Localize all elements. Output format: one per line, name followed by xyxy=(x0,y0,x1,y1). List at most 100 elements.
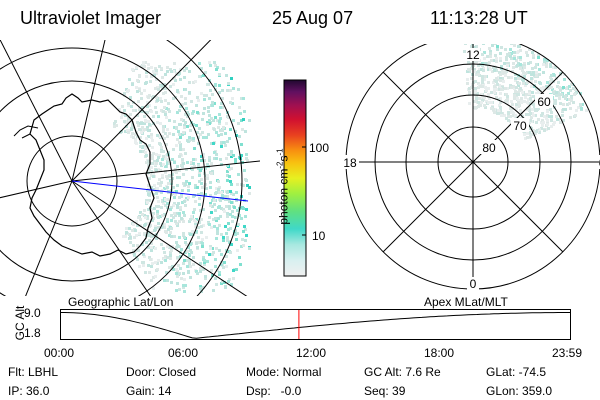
aurora-pixel xyxy=(466,82,469,85)
aurora-pixel xyxy=(135,234,138,237)
aurora-pixel xyxy=(195,218,198,221)
aurora-pixel xyxy=(202,74,205,77)
timeline-xtick-2359: 23:59 xyxy=(552,346,583,360)
aurora-pixel xyxy=(195,124,198,127)
aurora-pixel xyxy=(145,137,148,140)
aurora-pixel xyxy=(490,101,493,104)
aurora-pixel xyxy=(184,241,187,244)
aurora-pixel xyxy=(178,169,181,172)
aurora-pixel xyxy=(475,45,478,48)
aurora-pixel xyxy=(528,90,531,93)
aurora-pixel xyxy=(118,108,121,111)
aurora-pixel xyxy=(156,121,159,124)
aurora-pixel xyxy=(214,258,217,261)
altitude-curve xyxy=(60,312,571,339)
aurora-pixel xyxy=(229,89,232,92)
aurora-pixel xyxy=(210,172,213,175)
aurora-pixel xyxy=(501,86,504,89)
aurora-pixel xyxy=(178,220,181,223)
aurora-pixel xyxy=(201,238,204,241)
aurora-pixel xyxy=(540,87,543,90)
aurora-pixel xyxy=(219,117,222,120)
aurora-pixel xyxy=(551,88,554,91)
aurora-pixel xyxy=(516,97,519,100)
aurora-pixel xyxy=(538,128,541,131)
aurora-pixel xyxy=(543,58,546,61)
aurora-pixel xyxy=(215,283,218,286)
aurora-pixel xyxy=(209,186,212,189)
aurora-pixel xyxy=(127,104,130,107)
aurora-pixel xyxy=(550,125,553,128)
aurora-pixel xyxy=(546,114,549,117)
aurora-pixel xyxy=(160,67,163,70)
aurora-pixel xyxy=(193,147,196,150)
aurora-pixel xyxy=(164,255,167,258)
aurora-pixel xyxy=(538,73,541,76)
aurora-pixel xyxy=(510,57,513,60)
aurora-pixel xyxy=(144,82,147,85)
aurora-pixel xyxy=(200,182,203,185)
aurora-pixel xyxy=(500,46,503,49)
aurora-pixel xyxy=(139,150,142,153)
aurora-pixel xyxy=(558,94,561,97)
aurora-pixel xyxy=(214,116,217,119)
aurora-pixel xyxy=(197,99,200,102)
aurora-pixel xyxy=(145,71,148,74)
aurora-pixel xyxy=(499,92,502,95)
aurora-pixel xyxy=(176,256,179,259)
aurora-pixel xyxy=(248,186,251,189)
aurora-pixel xyxy=(526,101,529,104)
aurora-pixel xyxy=(224,132,227,135)
aurora-pixel xyxy=(535,87,538,90)
aurora-pixel xyxy=(223,281,226,284)
aurora-pixel xyxy=(113,122,116,125)
aurora-pixel xyxy=(157,168,160,171)
aurora-pixel xyxy=(473,46,476,49)
aurora-pixel xyxy=(483,51,486,54)
aurora-pixel xyxy=(179,267,182,270)
aurora-pixel xyxy=(505,93,508,96)
aurora-pixel xyxy=(232,119,235,122)
aurora-pixel xyxy=(528,48,531,51)
aurora-pixel xyxy=(473,106,476,109)
aurora-pixel xyxy=(137,100,140,103)
aurora-pixel xyxy=(203,263,206,266)
aurora-pixel xyxy=(157,259,160,262)
aurora-pixel xyxy=(154,67,157,70)
aurora-pixel xyxy=(150,231,153,234)
aurora-pixel xyxy=(179,206,182,209)
aurora-pixel xyxy=(192,137,195,140)
aurora-pixel xyxy=(179,68,182,71)
aurora-pixel xyxy=(188,136,191,139)
aurora-pixel xyxy=(194,184,197,187)
aurora-pixel xyxy=(519,49,522,52)
aurora-pixel xyxy=(192,139,195,142)
aurora-pixel xyxy=(191,168,194,171)
aurora-pixel xyxy=(236,216,239,219)
aurora-pixel xyxy=(210,269,213,272)
aurora-pixel xyxy=(488,61,491,64)
aurora-pixel xyxy=(244,228,247,231)
aurora-pixel xyxy=(173,212,176,215)
aurora-speckle-geo xyxy=(113,61,251,293)
aurora-pixel xyxy=(184,102,187,105)
aurora-pixel xyxy=(237,122,240,125)
aurora-pixel xyxy=(156,86,159,89)
aurora-pixel xyxy=(198,221,201,224)
info-dsp: Dsp: -0.0 xyxy=(246,384,302,398)
aurora-pixel xyxy=(234,158,237,161)
aurora-pixel xyxy=(198,180,201,183)
aurora-pixel xyxy=(531,51,534,54)
aurora-pixel xyxy=(155,205,158,208)
aurora-pixel xyxy=(480,101,483,104)
aurora-pixel xyxy=(122,235,125,238)
aurora-pixel xyxy=(534,132,537,135)
aurora-pixel xyxy=(214,84,217,87)
aurora-pixel xyxy=(227,116,230,119)
aurora-pixel xyxy=(186,265,189,268)
aurora-pixel xyxy=(147,193,150,196)
aurora-pixel xyxy=(532,114,535,117)
aurora-pixel xyxy=(170,219,173,222)
aurora-pixel xyxy=(208,119,211,122)
aurora-pixel xyxy=(519,87,522,90)
